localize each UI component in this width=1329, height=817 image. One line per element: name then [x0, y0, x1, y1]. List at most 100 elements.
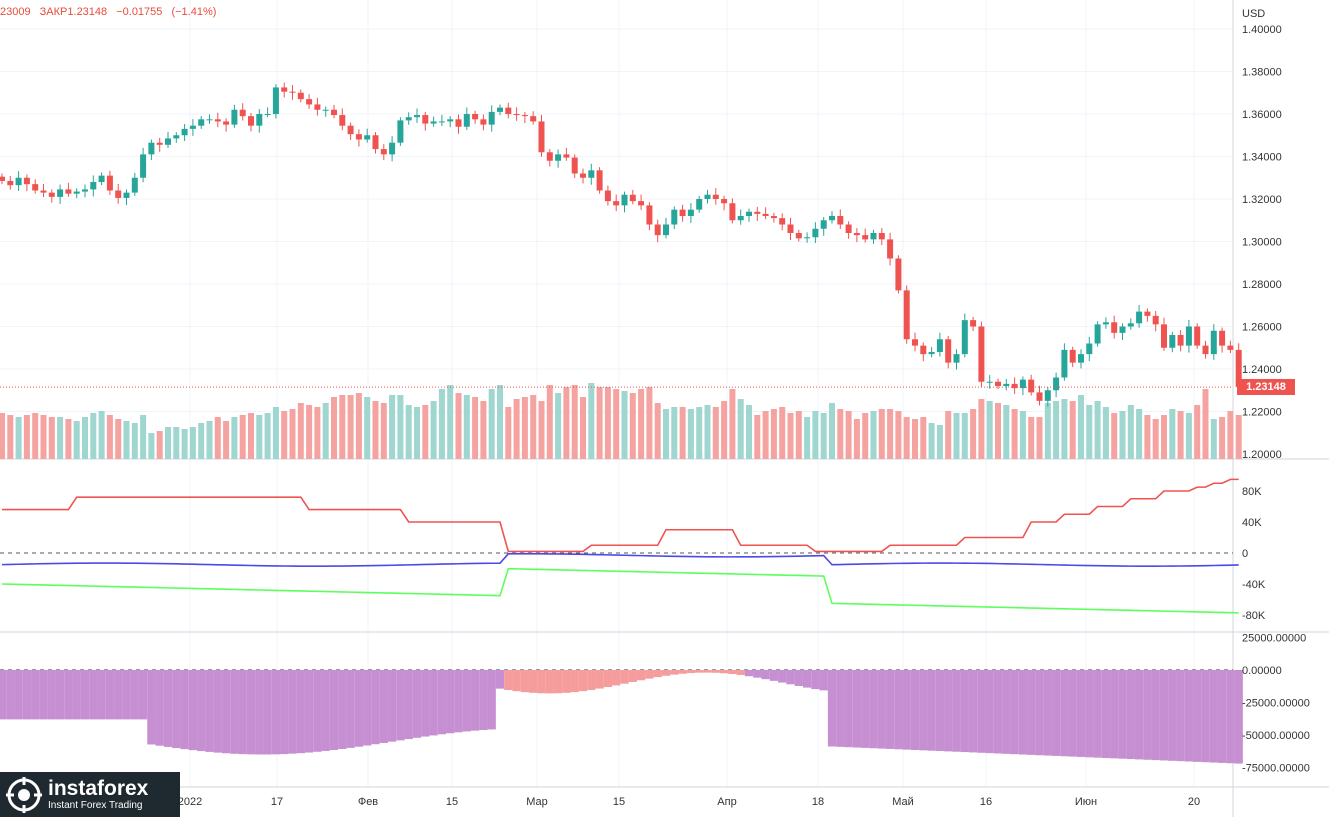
candle-body[interactable] [181, 128, 188, 136]
candle-body[interactable] [98, 175, 105, 182]
candle-body[interactable] [970, 320, 977, 327]
candle-body[interactable] [729, 203, 736, 221]
candle-body[interactable] [1011, 383, 1018, 389]
candle-body[interactable] [189, 125, 196, 129]
candle-body[interactable] [32, 184, 39, 191]
candle-body[interactable] [945, 339, 952, 363]
candle-body[interactable] [1169, 335, 1176, 348]
candle-body[interactable] [829, 216, 835, 221]
candle-body[interactable] [903, 290, 910, 340]
candle-body[interactable] [505, 107, 512, 114]
candle-body[interactable] [414, 115, 420, 118]
candle-body[interactable] [1086, 343, 1093, 355]
candle-body[interactable] [912, 339, 918, 346]
candle-body[interactable] [140, 154, 147, 178]
candle-body[interactable] [131, 177, 138, 193]
candle-body[interactable] [1019, 379, 1026, 389]
candle-body[interactable] [1136, 311, 1143, 324]
candle-body[interactable] [438, 121, 445, 123]
candle-body[interactable] [488, 111, 495, 125]
candle-body[interactable] [281, 87, 288, 92]
candle-body[interactable] [696, 199, 703, 210]
candle-body[interactable] [206, 119, 213, 121]
candle-body[interactable] [1061, 349, 1068, 378]
candle-body[interactable] [322, 109, 329, 111]
candle-body[interactable] [588, 170, 595, 178]
candle-body[interactable] [1227, 345, 1234, 350]
candle-body[interactable] [704, 194, 711, 199]
candle-body[interactable] [878, 233, 885, 240]
candle-body[interactable] [0, 176, 5, 181]
candle-body[interactable] [978, 326, 985, 382]
candle-body[interactable] [853, 233, 860, 236]
candle-body[interactable] [65, 189, 72, 194]
candle-body[interactable] [372, 135, 379, 150]
candle-body[interactable] [936, 339, 943, 352]
candle-body[interactable] [57, 189, 64, 197]
candle-body[interactable] [430, 121, 437, 124]
candle-body[interactable] [787, 224, 794, 234]
candle-body[interactable] [214, 119, 221, 122]
candle-body[interactable] [355, 134, 362, 140]
candle-body[interactable] [804, 237, 811, 239]
candle-body[interactable] [389, 142, 396, 155]
candle-body[interactable] [812, 228, 819, 238]
candle-body[interactable] [239, 109, 246, 117]
candle-body[interactable] [231, 109, 238, 125]
candlesticks[interactable] [0, 82, 1242, 407]
instaforex-logo[interactable]: instaforex Instant Forex Trading [0, 772, 180, 817]
candle-body[interactable] [663, 224, 669, 236]
candle-body[interactable] [604, 190, 611, 202]
candle-body[interactable] [306, 99, 313, 105]
candle-body[interactable] [521, 115, 528, 117]
candle-body[interactable] [961, 320, 968, 355]
candle-body[interactable] [314, 104, 321, 110]
candle-body[interactable] [198, 119, 205, 126]
candle-body[interactable] [887, 239, 894, 259]
candle-body[interactable] [870, 233, 877, 240]
candle-body[interactable] [555, 154, 562, 161]
candle-body[interactable] [1202, 345, 1209, 355]
candle-body[interactable] [596, 170, 603, 191]
candle-body[interactable] [1161, 324, 1167, 348]
candle-body[interactable] [1210, 330, 1217, 355]
cot-histogram-pane[interactable] [0, 669, 1243, 764]
candle-body[interactable] [1185, 326, 1192, 346]
candle-body[interactable] [746, 211, 752, 216]
candle-body[interactable] [1194, 326, 1201, 346]
candle-body[interactable] [638, 201, 645, 206]
candle-body[interactable] [472, 114, 479, 120]
candle-body[interactable] [671, 209, 678, 225]
candle-body[interactable] [995, 381, 1001, 386]
candle-body[interactable] [580, 173, 586, 178]
candle-body[interactable] [1235, 349, 1242, 388]
candle-body[interactable] [256, 114, 263, 126]
candle-body[interactable] [928, 352, 935, 355]
candle-body[interactable] [737, 216, 744, 221]
candle-body[interactable] [123, 192, 130, 198]
candle-body[interactable] [40, 190, 47, 193]
candle-body[interactable] [1003, 383, 1010, 386]
candle-body[interactable] [1102, 322, 1109, 325]
candle-body[interactable] [380, 149, 387, 155]
candle-body[interactable] [1069, 349, 1076, 363]
candle-body[interactable] [82, 189, 88, 192]
candle-body[interactable] [15, 177, 22, 186]
candle-body[interactable] [513, 114, 520, 116]
candle-body[interactable] [1219, 330, 1226, 346]
candle-body[interactable] [1078, 354, 1084, 363]
candle-body[interactable] [1053, 377, 1060, 391]
candle-body[interactable] [264, 114, 271, 115]
candle-body[interactable] [447, 119, 454, 122]
candle-body[interactable] [397, 120, 404, 143]
candle-body[interactable] [687, 209, 694, 216]
candle-body[interactable] [156, 142, 163, 145]
candle-body[interactable] [712, 194, 719, 199]
candle-body[interactable] [1111, 322, 1118, 333]
candle-body[interactable] [248, 116, 254, 126]
candle-body[interactable] [7, 180, 14, 186]
candle-body[interactable] [862, 235, 869, 240]
candle-body[interactable] [563, 154, 570, 158]
candle-body[interactable] [795, 233, 802, 239]
